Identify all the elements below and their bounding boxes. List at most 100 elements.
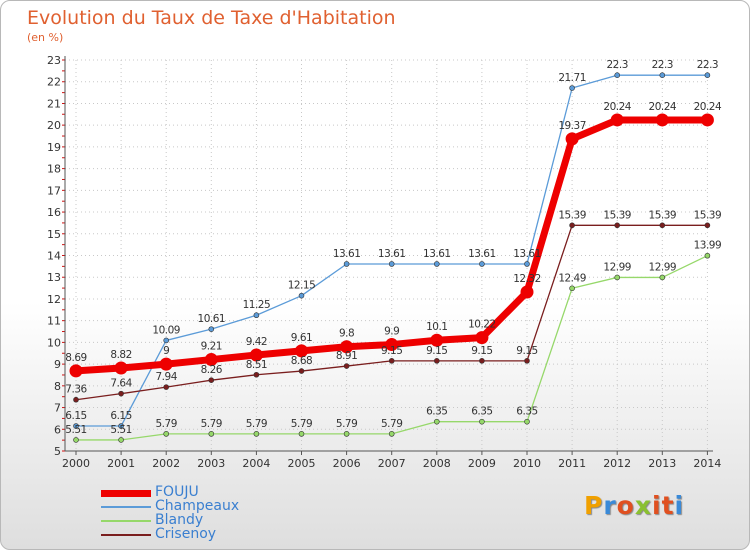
- x-tick-label: 2012: [603, 457, 631, 470]
- data-label-fouju: 8.69: [65, 352, 86, 364]
- y-tick-label: 22: [47, 76, 61, 89]
- data-label-crisenoy: 8.51: [246, 359, 267, 371]
- logo-letter: i: [652, 491, 662, 520]
- data-point-champeaux: [253, 312, 260, 319]
- data-label-fouju: 19.37: [558, 120, 586, 132]
- data-label-blandy: 5.79: [156, 418, 177, 430]
- y-tick-label: 8: [54, 380, 61, 393]
- data-point-fouju: [69, 364, 83, 378]
- data-label-crisenoy: 15.39: [694, 209, 722, 221]
- data-point-fouju: [249, 348, 263, 362]
- data-label-crisenoy: 9.15: [516, 345, 537, 357]
- data-point-champeaux: [614, 72, 621, 79]
- data-point-fouju: [204, 353, 218, 367]
- data-label-fouju: 9.42: [246, 336, 267, 348]
- y-tick-label: 6: [54, 423, 61, 436]
- legend-item-fouju: FOUJU: [101, 484, 361, 500]
- data-label-fouju: 9.8: [339, 328, 354, 340]
- x-tick-label: 2013: [648, 457, 676, 470]
- data-point-crisenoy: [479, 358, 485, 364]
- data-label-blandy: 5.79: [201, 418, 222, 430]
- x-tick-label: 2011: [558, 457, 586, 470]
- data-label-fouju: 9.9: [384, 326, 399, 338]
- x-tick-label: 2001: [107, 457, 135, 470]
- y-tick-label: 18: [47, 163, 61, 176]
- data-point-fouju: [385, 338, 399, 352]
- data-point-blandy: [388, 431, 395, 437]
- legend-label: Blandy: [155, 512, 204, 528]
- data-point-blandy: [298, 431, 305, 437]
- data-label-champeaux: 10.61: [198, 313, 226, 325]
- x-tick-label: 2014: [693, 457, 721, 470]
- data-label-champeaux: 10.09: [152, 324, 180, 336]
- legend-label: Champeaux: [155, 498, 240, 514]
- legend-swatch: [101, 489, 151, 497]
- legend-item-crisenoy: Crisenoy: [101, 526, 361, 542]
- data-label-crisenoy: 15.39: [603, 209, 631, 221]
- data-label-champeaux: 11.25: [243, 299, 271, 311]
- data-point-champeaux: [208, 326, 215, 332]
- y-tick-label: 5: [54, 445, 61, 458]
- data-point-blandy: [433, 418, 440, 425]
- x-tick-label: 2004: [242, 457, 270, 470]
- data-point-crisenoy: [118, 390, 124, 397]
- x-tick-label: 2005: [288, 457, 316, 470]
- y-tick-label: 13: [47, 271, 61, 284]
- data-point-champeaux: [479, 261, 485, 267]
- data-label-blandy: 13.99: [694, 240, 722, 252]
- data-label-champeaux: 6.15: [65, 410, 86, 422]
- y-tick-label: 16: [47, 206, 61, 219]
- y-tick-label: 12: [47, 293, 61, 306]
- data-point-crisenoy: [433, 358, 440, 364]
- data-point-crisenoy: [298, 368, 305, 374]
- data-label-champeaux: 22.3: [652, 59, 673, 71]
- data-point-crisenoy: [208, 377, 215, 383]
- data-label-fouju: 20.24: [603, 101, 631, 113]
- y-tick-label: 20: [47, 119, 61, 132]
- data-point-blandy: [569, 285, 575, 292]
- legend-swatch: [101, 520, 151, 522]
- logo-letter: o: [616, 491, 635, 520]
- legend-item-blandy: Blandy: [101, 512, 361, 528]
- y-tick-label: 11: [47, 315, 61, 328]
- data-label-fouju: 20.24: [649, 101, 677, 113]
- x-tick-label: 2010: [513, 457, 541, 470]
- data-label-blandy: 6.35: [426, 406, 447, 418]
- logo-letter: x: [634, 491, 652, 520]
- data-point-blandy: [163, 431, 169, 437]
- data-point-blandy: [73, 437, 79, 443]
- data-point-champeaux: [343, 261, 350, 267]
- data-label-crisenoy: 7.36: [65, 384, 87, 396]
- data-point-crisenoy: [343, 363, 350, 369]
- data-point-blandy: [659, 274, 666, 281]
- data-point-crisenoy: [163, 384, 169, 390]
- legend-swatch: [101, 506, 151, 508]
- data-point-crisenoy: [614, 222, 621, 229]
- chart-legend: FOUJU Champeaux Blandy Crisenoy: [101, 484, 361, 542]
- data-label-champeaux: 13.61: [513, 248, 541, 260]
- data-label-blandy: 5.51: [65, 424, 86, 436]
- data-label-fouju: 12.32: [513, 273, 541, 285]
- y-tick-label: 14: [47, 250, 61, 263]
- data-label-champeaux: 13.61: [333, 248, 361, 260]
- x-tick-label: 2003: [197, 457, 225, 470]
- chart-title: Evolution du Taux de Taxe d'Habitation: [27, 7, 396, 29]
- logo-letter: P: [584, 491, 604, 520]
- data-label-blandy: 6.35: [471, 406, 492, 418]
- data-point-fouju: [295, 344, 308, 358]
- legend-label: Crisenoy: [155, 526, 217, 542]
- data-label-fouju: 20.24: [694, 101, 722, 113]
- data-point-fouju: [655, 113, 669, 127]
- data-point-blandy: [704, 252, 711, 259]
- legend-label: FOUJU: [155, 484, 199, 500]
- data-point-fouju: [475, 331, 489, 345]
- data-label-champeaux: 6.15: [110, 410, 131, 422]
- data-label-crisenoy: 9.15: [471, 345, 492, 357]
- data-label-fouju: 10.1: [426, 321, 447, 333]
- y-tick-label: 9: [54, 358, 61, 371]
- data-label-crisenoy: 15.39: [558, 209, 586, 221]
- data-label-crisenoy: 8.68: [291, 355, 312, 367]
- data-point-crisenoy: [388, 358, 395, 364]
- legend-swatch: [101, 534, 151, 536]
